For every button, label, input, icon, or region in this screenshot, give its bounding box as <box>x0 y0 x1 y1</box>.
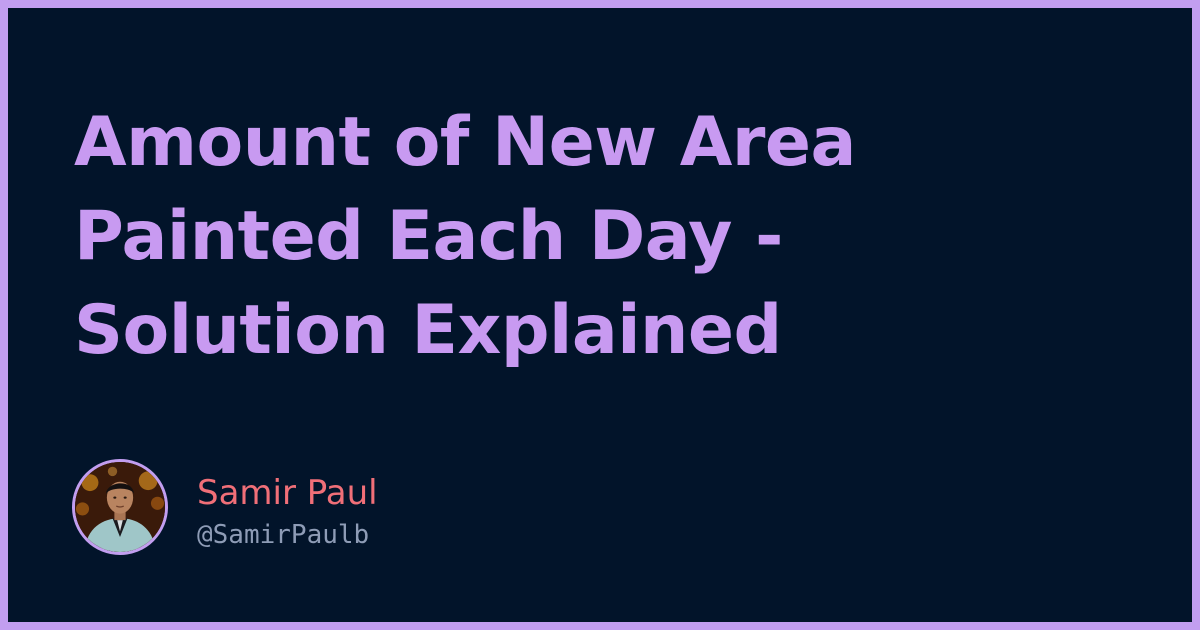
author-avatar <box>72 459 168 555</box>
avatar-photo-icon <box>75 462 165 552</box>
post-title: Amount of New Area Painted Each Day - So… <box>74 103 856 370</box>
author-name: Samir Paul <box>197 473 378 513</box>
social-card: Amount of New Area Painted Each Day - So… <box>8 8 1192 622</box>
author-handle: @SamirPaulb <box>197 520 370 550</box>
